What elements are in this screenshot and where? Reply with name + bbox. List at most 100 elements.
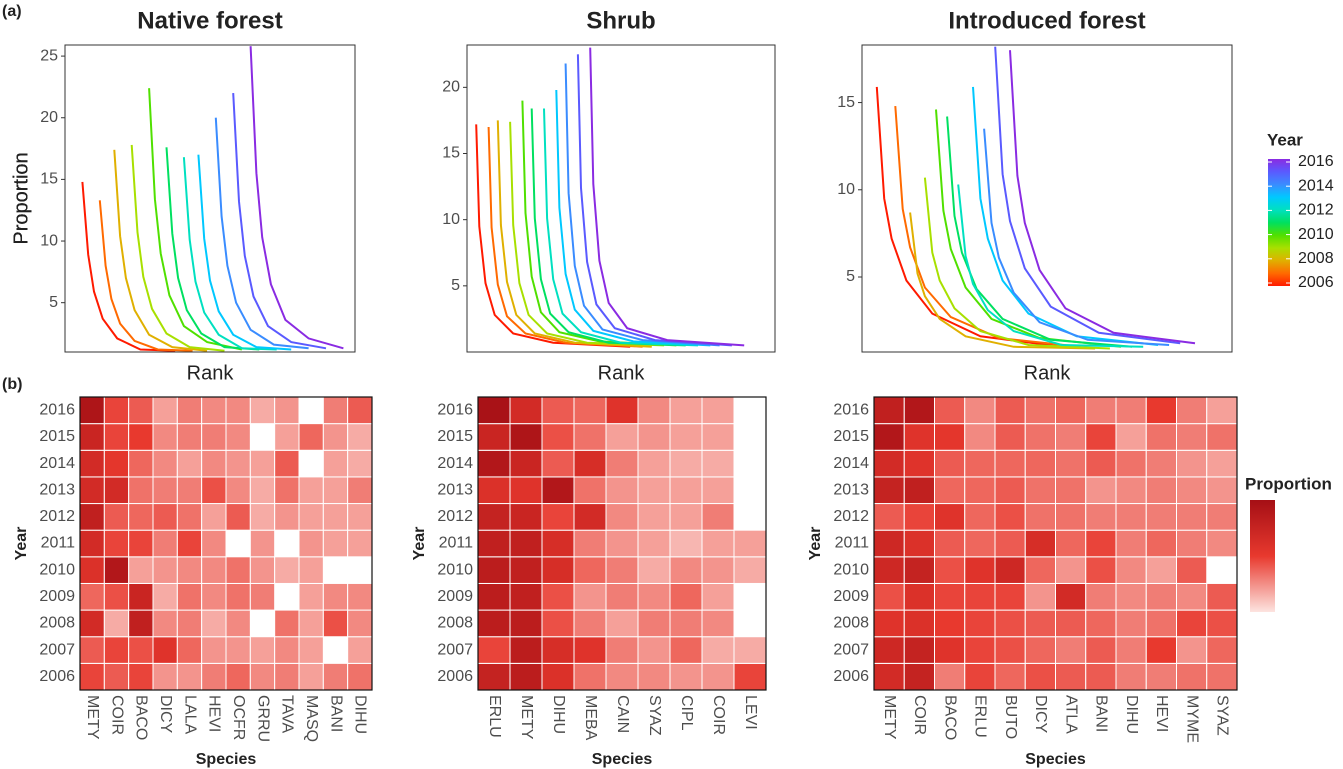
heat-cell xyxy=(1024,636,1056,664)
heat-cell xyxy=(994,636,1026,664)
heat-cell xyxy=(1055,556,1087,584)
y-tick-label: 2016 xyxy=(833,402,869,419)
series-line xyxy=(555,89,711,347)
heat-cell xyxy=(1024,609,1056,638)
heat-cell xyxy=(873,556,905,584)
heat-cell xyxy=(541,476,575,505)
chart-title: Shrub xyxy=(586,7,655,34)
series-line xyxy=(923,177,1110,350)
heat-cell xyxy=(964,662,996,691)
heat-cell xyxy=(669,423,703,451)
heat-cell xyxy=(964,503,996,531)
heat-cell xyxy=(701,503,735,531)
heat-cell xyxy=(1055,636,1087,664)
heat-cell xyxy=(1085,662,1117,691)
x-tick-label: BACO xyxy=(133,695,150,740)
heat-cell xyxy=(637,476,671,505)
heat-cell xyxy=(128,396,154,425)
heat-cell xyxy=(128,636,154,664)
heat-cell xyxy=(1085,396,1117,425)
x-tick-label: ATLA xyxy=(1062,695,1079,734)
heat-cell xyxy=(1115,556,1147,584)
heat-cell xyxy=(1145,636,1177,664)
y-tick-label: 10 xyxy=(837,181,855,198)
x-axis-label: Species xyxy=(592,751,653,768)
heat-cell xyxy=(347,662,373,691)
heat-cell xyxy=(509,529,543,558)
heat-cell xyxy=(873,503,905,531)
y-tick-label: 2008 xyxy=(39,615,75,632)
heat-cell xyxy=(322,503,349,531)
x-tick-label: GRRU xyxy=(254,695,271,742)
series-line xyxy=(994,46,1181,345)
plot-frame xyxy=(861,44,1233,353)
heat-cell xyxy=(1145,529,1177,558)
y-tick-label: 2009 xyxy=(437,588,473,605)
y-tick-label: 2007 xyxy=(437,641,473,658)
x-tick-label: DICY xyxy=(157,695,174,734)
heat-cell xyxy=(1115,529,1147,558)
heat-cell xyxy=(637,396,671,425)
heat-cell xyxy=(128,449,154,478)
series-line xyxy=(521,100,677,347)
y-tick-label: 25 xyxy=(40,47,58,64)
heat-cell xyxy=(637,636,671,664)
heat-cell xyxy=(274,503,300,531)
heat-cell xyxy=(79,476,105,505)
series-line xyxy=(983,128,1170,346)
heat-cell xyxy=(701,476,735,505)
heat-cell xyxy=(152,396,178,425)
heat-cell xyxy=(964,423,996,451)
heat-cell xyxy=(1206,503,1238,531)
heat-cell xyxy=(225,476,251,505)
heat-cell xyxy=(79,503,105,531)
heat-cell xyxy=(994,476,1026,505)
heat-cell xyxy=(509,582,543,611)
heat-cell xyxy=(637,662,671,691)
heat-cell xyxy=(274,556,300,584)
y-tick-label: 2016 xyxy=(39,402,75,419)
heat-cell xyxy=(201,529,227,558)
heat-cell xyxy=(934,636,966,664)
heat-cell xyxy=(128,556,154,584)
series-line xyxy=(564,63,720,347)
heat-cell xyxy=(347,476,373,505)
heat-cell xyxy=(541,449,575,478)
heat-cell xyxy=(176,396,203,425)
y-tick-label: 2014 xyxy=(833,455,869,472)
series-line xyxy=(249,46,344,350)
heat-cell xyxy=(152,449,178,478)
heat-cell xyxy=(873,609,905,638)
heat-cell xyxy=(903,556,935,584)
heat-cell xyxy=(103,609,130,638)
heat-cell xyxy=(637,582,671,611)
x-tick-label: HEVI xyxy=(1153,695,1170,732)
legend-label: 2010 xyxy=(1298,226,1334,243)
heat-cell xyxy=(103,662,130,691)
heat-cell xyxy=(733,529,767,558)
heat-cell xyxy=(1024,476,1056,505)
heat-cell xyxy=(152,503,178,531)
heat-cell xyxy=(1176,662,1208,691)
heat-cell xyxy=(176,529,203,558)
y-tick-label: 2007 xyxy=(39,641,75,658)
heat-cell xyxy=(201,476,227,505)
heat-cell xyxy=(1206,582,1238,611)
heat-cell xyxy=(701,609,735,638)
x-tick-label: LEVI xyxy=(742,695,759,730)
series-line xyxy=(148,88,243,351)
x-tick-label: OCFR xyxy=(230,695,247,740)
heat-cell xyxy=(1085,423,1117,451)
heat-cell xyxy=(347,423,373,451)
heat-cell xyxy=(994,662,1026,691)
heat-cell xyxy=(477,476,511,505)
heat-cell xyxy=(1145,423,1177,451)
heat-cell xyxy=(541,396,575,425)
heat-cell xyxy=(994,503,1026,531)
heat-cell xyxy=(201,582,227,611)
x-tick-label: SYAZ xyxy=(1214,695,1231,736)
heat-cell xyxy=(669,449,703,478)
heat-cell xyxy=(128,503,154,531)
colorbar xyxy=(1250,500,1275,612)
heat-cell xyxy=(347,582,373,611)
